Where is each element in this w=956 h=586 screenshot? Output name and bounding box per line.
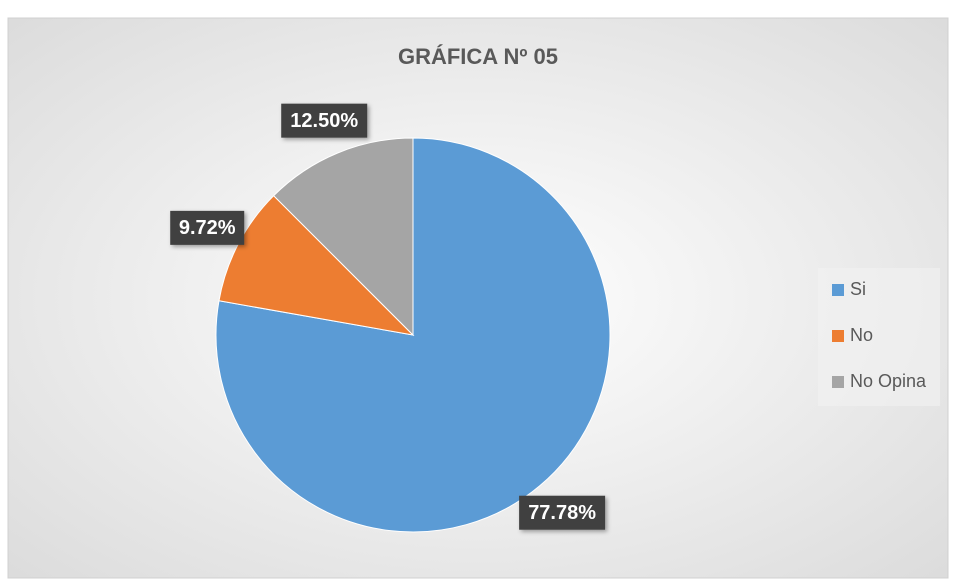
data-label-box [519, 495, 606, 530]
data-label: 12.50% [290, 110, 358, 132]
data-label: 9.72% [179, 217, 236, 239]
legend-label: Si [850, 279, 866, 299]
pie-slice [215, 137, 611, 533]
data-label: 77.78% [528, 502, 596, 524]
data-label-box [281, 103, 368, 138]
pie-slice [272, 137, 414, 337]
legend-label: No Opina [850, 371, 927, 391]
data-label-box [170, 210, 245, 245]
legend-swatch [832, 284, 844, 296]
chart-title: GRÁFICA Nº 05 [398, 44, 558, 69]
legend-swatch [832, 376, 844, 388]
legend-label: No [850, 325, 873, 345]
legend-swatch [832, 330, 844, 342]
